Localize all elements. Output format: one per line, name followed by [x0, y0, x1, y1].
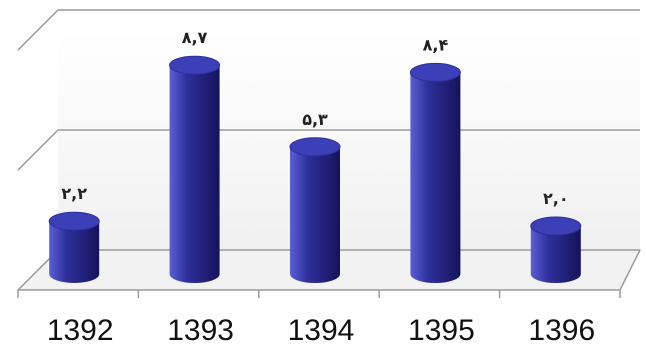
category-labels: 1392 1393 1394 1395 1396: [47, 314, 595, 347]
bar-top: [409, 62, 461, 82]
value-label: ۸,۷: [182, 28, 208, 47]
gridline-diagonal: [17, 129, 59, 171]
bar: [289, 137, 341, 283]
category-label: 1393: [167, 314, 234, 347]
bar: [169, 55, 221, 283]
value-labels: ۲,۲ ۸,۷ ۵,۳ ۸,۴ ۲,۰: [61, 28, 568, 208]
bars: [48, 55, 582, 284]
bar-top: [169, 55, 221, 75]
bar-body: [169, 65, 220, 283]
value-label: ۲,۲: [61, 184, 87, 203]
bar-body: [530, 226, 581, 283]
bar-top: [48, 211, 100, 231]
value-label: ۲,۰: [543, 189, 569, 208]
bar-body: [49, 221, 100, 283]
bar: [530, 216, 582, 283]
category-label: 1395: [408, 314, 475, 347]
gridline-diagonal: [619, 249, 641, 291]
bar-body: [410, 72, 461, 284]
category-label: 1394: [288, 314, 355, 347]
value-label: ۵,۳: [302, 110, 328, 129]
bar: [48, 211, 100, 283]
bar-top: [530, 216, 582, 236]
value-label: ۸,۴: [423, 35, 449, 54]
bar-top: [289, 137, 341, 157]
bar: [409, 62, 461, 284]
gridline-diagonal: [17, 9, 59, 51]
bar-body: [290, 146, 340, 283]
category-label: 1392: [47, 314, 114, 347]
category-label: 1396: [528, 314, 595, 347]
